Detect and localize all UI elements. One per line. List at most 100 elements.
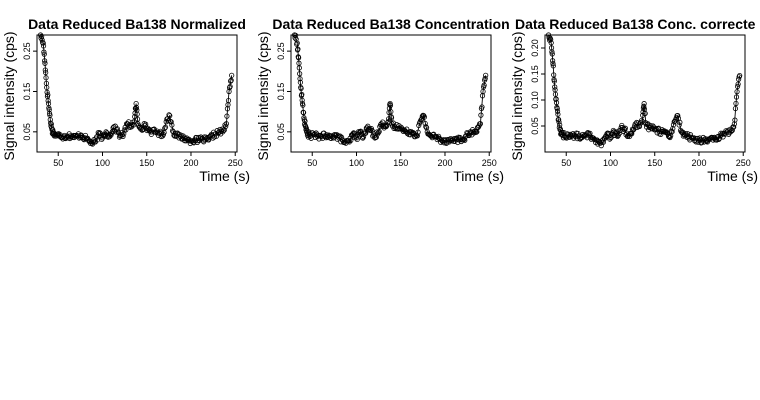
data-point — [331, 131, 338, 138]
data-point — [612, 132, 618, 138]
data-point — [550, 58, 556, 64]
data-point — [553, 96, 559, 102]
data-point — [297, 79, 303, 85]
data-point — [733, 100, 739, 107]
data-point — [299, 97, 305, 103]
data-point — [162, 125, 168, 131]
data-point — [548, 40, 554, 46]
data-point — [403, 129, 409, 135]
data-point — [550, 60, 556, 67]
data-point — [373, 134, 379, 140]
data-point — [736, 76, 742, 82]
data-point — [554, 108, 561, 114]
data-point — [482, 75, 488, 82]
data-point — [481, 82, 487, 88]
data-point — [423, 124, 429, 130]
data-point — [376, 129, 382, 135]
data-point — [554, 106, 560, 112]
y-tick-label: 0.10 — [530, 91, 540, 109]
data-point — [301, 115, 307, 121]
data-point — [375, 129, 382, 136]
data-point — [556, 116, 562, 123]
data-point — [472, 128, 478, 134]
data-point — [668, 128, 674, 134]
data-point — [224, 113, 230, 119]
y-axis-label: Signal intensity (cps) — [1, 31, 17, 160]
data-point — [42, 58, 48, 64]
data-point — [348, 137, 354, 144]
data-point — [39, 33, 45, 39]
data-point — [611, 129, 617, 135]
x-tick-label: 200 — [691, 158, 706, 168]
chart-title: Data Reduced Ba138 Conc. correcte — [515, 16, 756, 32]
data-point — [162, 124, 169, 130]
data-point — [648, 123, 654, 129]
data-point — [669, 129, 675, 135]
data-point — [622, 125, 628, 131]
data-point — [300, 109, 307, 116]
data-point — [296, 65, 302, 71]
data-point — [369, 127, 375, 134]
data-point — [677, 119, 683, 125]
data-point — [113, 129, 119, 135]
data-point — [675, 113, 681, 119]
data-point — [44, 84, 50, 91]
chart-title: Data Reduced Ba138 Normalized — [28, 16, 246, 32]
data-point — [479, 104, 485, 110]
data-point — [43, 69, 49, 76]
data-point — [346, 138, 352, 144]
data-point — [299, 91, 305, 98]
data-point — [41, 49, 47, 55]
data-point — [398, 124, 404, 130]
data-point — [555, 111, 561, 117]
data-point — [157, 128, 164, 134]
x-axis-label: Time (s) — [199, 168, 250, 184]
x-tick-label: 50 — [561, 158, 571, 168]
data-point — [346, 139, 353, 145]
data-point — [670, 125, 676, 132]
x-axis-label: Time (s) — [707, 168, 758, 184]
y-tick-label: 0.15 — [530, 65, 540, 83]
data-point — [387, 102, 394, 108]
data-point — [120, 133, 126, 139]
data-point — [693, 139, 699, 145]
chart-panel-3: Data Reduced Ba138 Conc. correcte Signal… — [509, 16, 758, 184]
data-point — [415, 129, 421, 135]
data-point — [41, 51, 47, 57]
data-point — [365, 123, 371, 129]
x-tick-label: 150 — [647, 158, 662, 168]
data-point — [642, 110, 648, 117]
data-point — [731, 121, 737, 127]
y-tick-label: 0.05 — [530, 117, 540, 135]
x-tick-label: 50 — [53, 158, 63, 168]
data-point — [676, 122, 682, 128]
data-point — [148, 131, 154, 137]
x-tick-label: 250 — [228, 158, 243, 168]
data-point — [641, 101, 647, 107]
plot-marks: 50 100 150 200 250 0.05 0.15 0.25 — [276, 32, 497, 168]
x-tick-label: 250 — [736, 158, 751, 168]
data-point — [292, 35, 298, 41]
data-point — [226, 88, 232, 95]
data-point — [227, 83, 233, 90]
y-tick-label: 0.15 — [22, 83, 32, 101]
data-point — [433, 134, 440, 140]
data-point — [298, 85, 304, 92]
x-tick-label: 150 — [139, 158, 154, 168]
x-tick-label: 100 — [349, 158, 364, 168]
data-point — [229, 72, 235, 78]
data-point — [735, 81, 741, 87]
data-point — [133, 100, 139, 107]
plot-frame — [290, 34, 492, 153]
data-point — [39, 37, 45, 43]
data-point — [641, 103, 647, 109]
y-tick-label: 0.25 — [22, 42, 32, 60]
data-point — [731, 124, 737, 130]
chart-title: Data Reduced Ba138 Concentration — [272, 16, 509, 32]
data-point — [665, 133, 672, 139]
data-point — [732, 105, 739, 112]
chart-panel-2: Data Reduced Ba138 Concentration Signal … — [255, 16, 510, 184]
data-point — [40, 43, 47, 49]
data-point — [169, 122, 175, 128]
data-point — [223, 123, 229, 130]
